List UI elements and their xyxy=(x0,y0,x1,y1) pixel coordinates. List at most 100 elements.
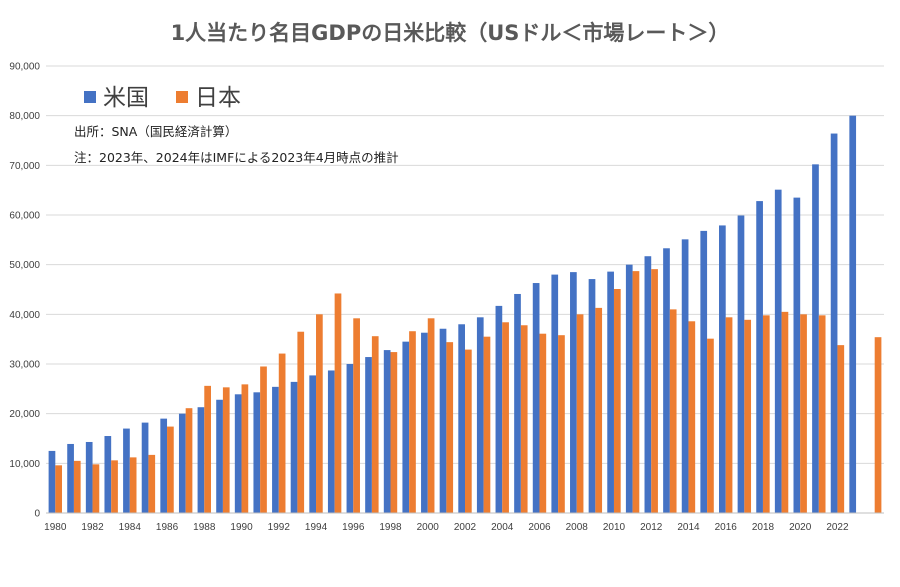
bar-japan-1982 xyxy=(92,464,100,513)
x-tick-label: 1980 xyxy=(44,522,67,533)
x-tick-label: 2010 xyxy=(603,522,626,533)
bar-us-1988 xyxy=(197,407,205,513)
y-tick-label: 10,000 xyxy=(9,459,40,470)
x-tick-label: 1992 xyxy=(268,522,291,533)
bar-us-2022 xyxy=(830,133,838,514)
legend-label-japan: 日本 xyxy=(195,85,241,111)
bar-japan-1985 xyxy=(148,454,156,513)
x-tick-label: 1984 xyxy=(119,522,142,533)
gridlines xyxy=(46,65,884,464)
bar-us-2010 xyxy=(607,271,614,513)
bar-japan-2019 xyxy=(781,311,789,513)
bar-japan-2021 xyxy=(818,315,826,513)
bar-us-2008 xyxy=(570,272,577,513)
bar-japan-2009 xyxy=(595,307,603,513)
x-tick-label: 2020 xyxy=(789,522,812,533)
x-tick-label: 2018 xyxy=(752,522,775,533)
x-axis-ticks: 1980 1982 1984 1986 1988 1990 1992 1994 1996 1998… xyxy=(44,522,849,533)
bar-us-1985 xyxy=(141,422,149,513)
bar-us-1997 xyxy=(365,357,372,513)
bar-japan-1996 xyxy=(353,318,360,513)
y-tick-label: 0 xyxy=(34,509,40,520)
bar-us-2023 xyxy=(849,115,857,514)
x-tick-label: 2016 xyxy=(715,522,738,533)
x-tick-label: 1988 xyxy=(193,522,216,533)
bar-us-2001 xyxy=(439,328,447,513)
bar-us-1991 xyxy=(253,392,261,513)
bar-us-1980 xyxy=(48,450,56,513)
bar-us-1989 xyxy=(216,399,223,513)
bar-japan-2015 xyxy=(707,338,714,513)
bar-us-1996 xyxy=(346,364,354,513)
bar-japan-2018 xyxy=(762,315,770,513)
y-tick-label: 20,000 xyxy=(9,409,40,420)
x-tick-label: 1994 xyxy=(305,522,328,533)
bar-us-1995 xyxy=(327,370,335,513)
estimate-note: 注：2023年、2024年はIMFによる2023年4月時点の推計 xyxy=(74,150,399,165)
bar-us-2019 xyxy=(774,189,782,514)
y-tick-label: 90,000 xyxy=(9,62,40,73)
bar-japan-1998 xyxy=(390,352,398,513)
x-tick-label: 2004 xyxy=(491,522,514,533)
bar-japan-1992 xyxy=(278,353,286,513)
bar-us-2017 xyxy=(737,215,745,513)
bar-us-2000 xyxy=(421,332,428,513)
x-tick-label: 1982 xyxy=(81,522,104,533)
bar-japan-1995 xyxy=(334,293,342,513)
bar-us-2009 xyxy=(588,279,596,513)
y-axis-ticks: 0 10,000 20,000 30,000 40,000 50,000 60,000 70,… xyxy=(9,62,40,520)
bar-japan-1980 xyxy=(55,465,63,513)
chart-title: 1人当たり名目GDPの日米比較（USドル＜市場レート＞） xyxy=(171,21,730,45)
x-tick-label: 2000 xyxy=(417,522,440,533)
bar-us-2014 xyxy=(681,239,689,513)
y-tick-label: 80,000 xyxy=(9,111,40,122)
bar-japan-1990 xyxy=(241,384,249,513)
bar-us-2005 xyxy=(514,293,521,513)
bar-us-2011 xyxy=(625,264,633,513)
y-tick-label: 30,000 xyxy=(9,360,40,371)
bar-japan-2003 xyxy=(483,336,491,513)
bar-japan-1999 xyxy=(409,331,416,513)
legend-swatch-us xyxy=(84,91,96,103)
bar-japan-2017 xyxy=(744,319,752,513)
bar-us-1984 xyxy=(123,428,130,513)
legend-label-us: 米国 xyxy=(103,85,149,111)
bar-japan-2002 xyxy=(465,349,472,513)
x-tick-label: 1986 xyxy=(156,522,179,533)
bar-us-2018 xyxy=(756,201,763,513)
bar-japan-1988 xyxy=(204,385,211,513)
x-tick-label: 1996 xyxy=(342,522,365,533)
bar-japan-1981 xyxy=(73,460,81,513)
bar-japan-1989 xyxy=(222,387,230,513)
bar-japan-2012 xyxy=(651,269,658,513)
bar-us-2012 xyxy=(644,256,652,513)
y-tick-label: 60,000 xyxy=(9,211,40,222)
y-tick-label: 70,000 xyxy=(9,161,40,172)
bar-us-1986 xyxy=(160,418,168,513)
bar-us-1983 xyxy=(104,436,112,513)
x-tick-label: 2008 xyxy=(566,522,589,533)
bar-japan-1984 xyxy=(129,457,137,513)
x-tick-label: 2022 xyxy=(826,522,849,533)
bar-us-2013 xyxy=(663,248,670,513)
bar-us-1982 xyxy=(85,441,93,513)
x-tick-label: 2014 xyxy=(677,522,700,533)
bar-japan-2011 xyxy=(632,271,640,513)
x-tick-label: 1998 xyxy=(379,522,402,533)
bar-us-1994 xyxy=(309,375,317,513)
bar-japan-2010 xyxy=(613,289,621,513)
bar-us-2004 xyxy=(495,305,503,513)
legend: 米国 日本 xyxy=(84,85,241,111)
bar-japan-1997 xyxy=(371,336,379,513)
bar-japan-2001 xyxy=(446,342,454,513)
bar-japan-2005 xyxy=(520,325,528,513)
bar-us-2015 xyxy=(700,230,708,513)
bar-japan-2020 xyxy=(800,314,807,513)
bar-japan-1986 xyxy=(167,426,174,513)
bar-us-2021 xyxy=(812,164,819,513)
y-tick-label: 50,000 xyxy=(9,260,40,271)
bar-japan-1994 xyxy=(316,314,323,513)
bar-us-2020 xyxy=(793,197,801,513)
